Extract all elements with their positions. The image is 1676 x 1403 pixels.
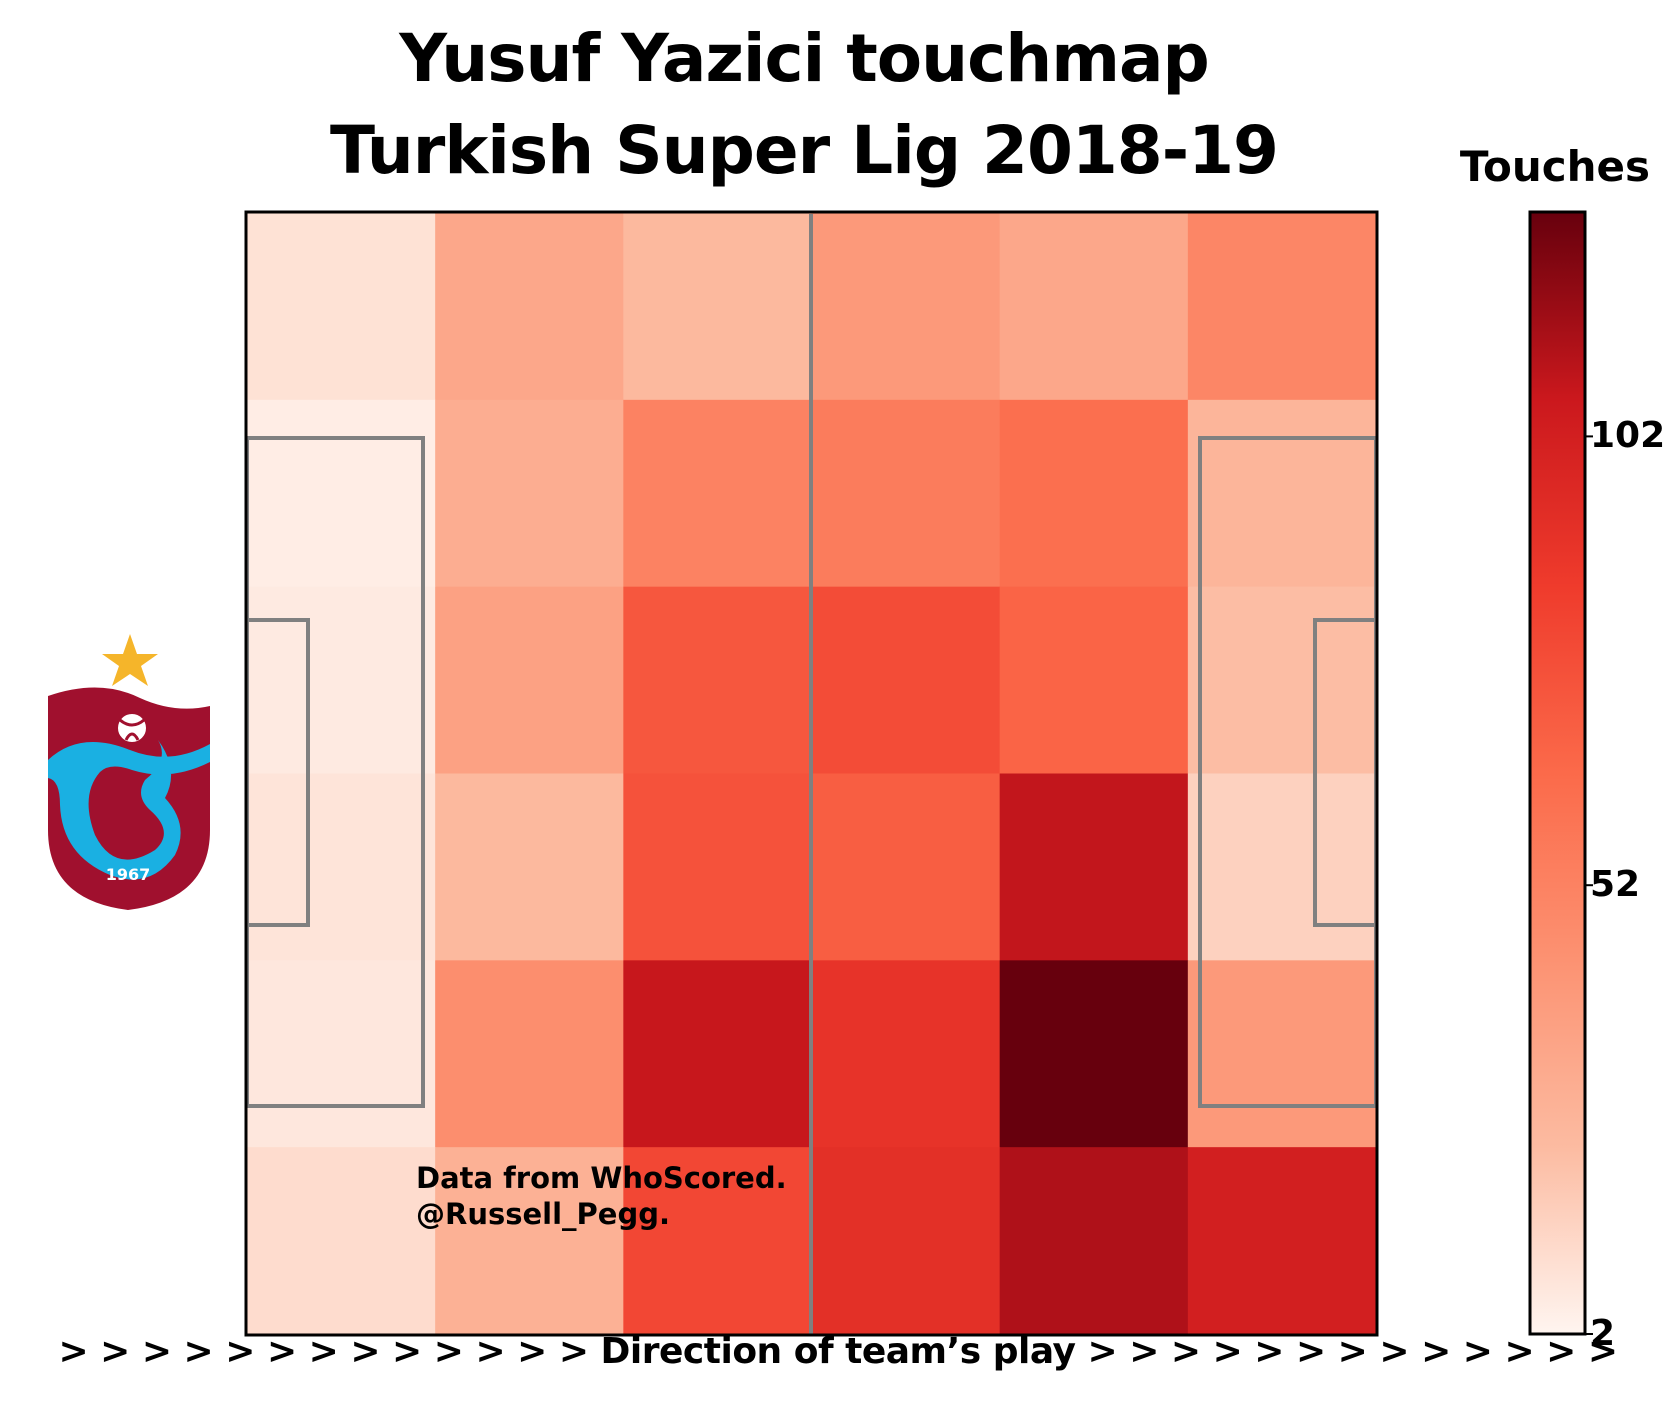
- heatmap-cell: [999, 213, 1189, 401]
- heatmap-cell: [435, 960, 624, 1148]
- heatmap-cell: [811, 960, 1001, 1148]
- heatmap-cell: [999, 399, 1189, 588]
- heatmap-cell: [435, 1147, 624, 1335]
- heatmap-cell: [247, 960, 436, 1148]
- heatmap-cell: [1187, 773, 1377, 961]
- heatmap-cell: [999, 1147, 1189, 1335]
- heatmap-cell: [435, 586, 624, 774]
- heatmap-cell: [1187, 960, 1377, 1148]
- heatmap-cell: [435, 213, 624, 401]
- heatmap-cell: [435, 773, 624, 961]
- crest-year: 1967: [106, 865, 151, 884]
- pitch-border: [244, 210, 1379, 1337]
- colorbar-title: Touches: [1459, 142, 1650, 191]
- trabzonspor-crest-logo: 1967: [48, 634, 210, 910]
- heatmap-cell: [623, 960, 812, 1148]
- heatmap-cells: [247, 213, 1377, 1335]
- chart-title-line2: Turkish Super Lig 2018-19: [330, 112, 1279, 189]
- chart-title-line1: Yusuf Yazici touchmap: [399, 20, 1210, 97]
- heatmap-cell: [247, 213, 436, 401]
- heatmap-cell: [247, 586, 436, 774]
- heatmap-cell: [811, 773, 1001, 961]
- star-icon: [102, 634, 158, 686]
- colorbar-tick-label: 52: [1590, 864, 1641, 906]
- colorbar: [1528, 210, 1587, 1336]
- heatmap-cell: [999, 773, 1189, 961]
- heatmap-cell: [1187, 1147, 1377, 1335]
- heatmap-cell: [247, 773, 436, 961]
- colorbar-tick-label: 102: [1590, 415, 1666, 457]
- heatmap-cell: [999, 586, 1189, 774]
- heatmap-cell: [623, 213, 812, 401]
- heatmap-cell: [1187, 586, 1377, 774]
- heatmap-cell: [247, 1147, 436, 1335]
- heatmap-cell: [811, 213, 1001, 401]
- crest-wave: [48, 740, 210, 880]
- heatmap-cell: [435, 399, 624, 588]
- heatmap-cell: [999, 960, 1189, 1148]
- credits-line2: @Russell_Pegg.: [416, 1197, 670, 1231]
- heatmap-cell: [811, 1147, 1001, 1335]
- heatmap-cell: [1187, 213, 1377, 401]
- credits-line1: Data from WhoScored.: [416, 1161, 787, 1195]
- heatmap-cell: [623, 399, 812, 588]
- ball-seam: [119, 718, 145, 741]
- heatmap-cell: [623, 1147, 812, 1335]
- direction-of-play-label: > > > > > > > > > > > > > Direction of t…: [58, 1331, 1618, 1372]
- heatmap-cell: [811, 586, 1001, 774]
- heatmap-cell: [623, 773, 812, 961]
- heatmap-cell: [247, 399, 436, 588]
- colorbar-ticks: [1585, 435, 1593, 1335]
- heatmap-cell: [623, 586, 812, 774]
- heatmap-cell: [811, 399, 1001, 588]
- ball-icon: [116, 712, 148, 744]
- colorbar-tick-label: 2: [1590, 1313, 1616, 1354]
- heatmap-cell: [1187, 399, 1377, 588]
